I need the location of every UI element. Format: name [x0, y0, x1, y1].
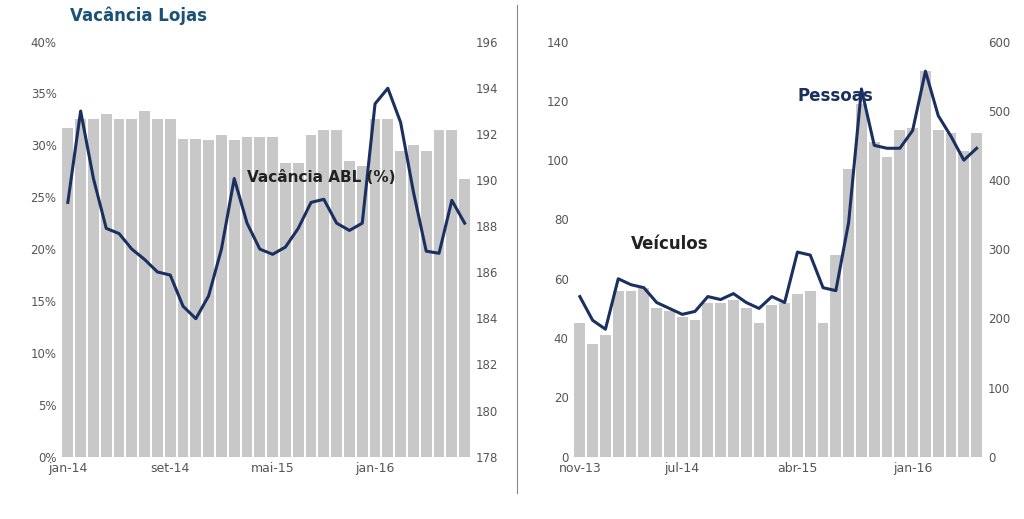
Bar — [331, 130, 342, 457]
Bar — [664, 311, 675, 457]
Bar — [792, 294, 803, 457]
Bar — [433, 130, 444, 457]
Bar — [356, 166, 368, 457]
Bar — [305, 135, 316, 457]
Bar — [382, 119, 393, 457]
Bar — [702, 303, 714, 457]
Bar — [100, 114, 112, 457]
Bar — [907, 128, 919, 457]
Bar — [856, 104, 867, 457]
Bar — [395, 151, 407, 457]
Bar — [830, 255, 842, 457]
Bar — [677, 317, 688, 457]
Bar — [280, 163, 291, 457]
Bar — [459, 179, 470, 457]
Bar — [945, 133, 956, 457]
Bar — [587, 344, 598, 457]
Text: Pessoas: Pessoas — [798, 87, 873, 105]
Bar — [408, 145, 419, 457]
Bar — [805, 291, 816, 457]
Bar — [638, 288, 649, 457]
Bar — [177, 139, 188, 457]
Bar — [868, 142, 880, 457]
Bar — [817, 323, 828, 457]
Text: Veículos: Veículos — [631, 235, 709, 253]
Text: Vacância ABL (%): Vacância ABL (%) — [247, 170, 395, 185]
Bar — [318, 130, 330, 457]
Bar — [754, 323, 765, 457]
Bar — [740, 308, 752, 457]
Bar — [370, 119, 381, 457]
Bar — [715, 303, 726, 457]
Bar — [779, 303, 791, 457]
Bar — [88, 119, 99, 457]
Bar — [126, 119, 137, 457]
Bar — [766, 306, 777, 457]
Bar — [203, 140, 214, 457]
Bar — [933, 130, 944, 457]
Bar — [612, 291, 624, 457]
Bar — [689, 320, 700, 457]
Bar — [254, 137, 265, 457]
Bar — [139, 111, 151, 457]
Bar — [421, 151, 432, 457]
Bar — [165, 119, 176, 457]
Bar — [728, 299, 739, 457]
Bar — [958, 151, 970, 457]
Bar — [651, 308, 663, 457]
Bar — [75, 119, 86, 457]
Bar — [344, 161, 355, 457]
Bar — [971, 133, 982, 457]
Bar — [574, 323, 586, 457]
Bar — [114, 119, 125, 457]
Bar — [894, 130, 905, 457]
Bar — [152, 119, 163, 457]
Text: Vacância Lojas: Vacância Lojas — [70, 6, 207, 25]
Bar — [446, 130, 458, 457]
Bar — [293, 163, 304, 457]
Bar — [267, 137, 279, 457]
Bar — [600, 335, 611, 457]
Bar — [216, 135, 227, 457]
Bar — [228, 140, 240, 457]
Bar — [242, 137, 253, 457]
Bar — [843, 169, 854, 457]
Bar — [626, 291, 637, 457]
Bar — [920, 71, 931, 457]
Bar — [62, 128, 74, 457]
Bar — [882, 157, 893, 457]
Bar — [190, 139, 202, 457]
